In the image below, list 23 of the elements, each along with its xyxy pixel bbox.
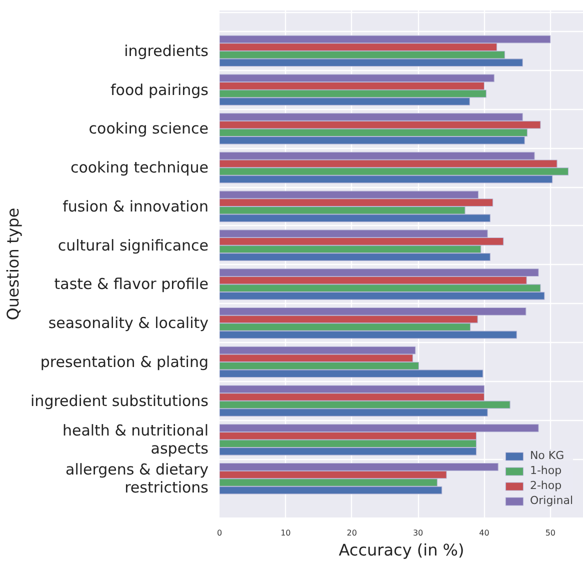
x-tick-label: 0 [216,528,222,538]
y-tick-label: ingredients [124,42,209,60]
y-tick-label: cooking science [88,120,209,138]
x-tick-label: 30 [412,528,424,538]
legend-label: 1-hop [530,464,562,477]
legend-label: 2-hop [530,479,562,492]
y-tick-label: presentation & plating [40,352,209,371]
y-tick-label: ingredient substitutions [30,392,209,410]
x-tick-label: 50 [545,528,556,538]
y-tick-label: cultural significance [58,236,209,254]
x-axis-title: Accuracy (in %) [338,540,464,560]
y-tick-label: seasonality & locality [48,314,209,332]
y-axis-title: Question type [4,208,23,320]
y-tick-label: cooking technique [70,158,208,177]
y-tick-label: food pairings [110,80,209,99]
legend-label: Original [530,494,573,507]
y-tick-label: taste & flavor profile [54,275,209,294]
x-tick-label: 20 [346,528,357,538]
y-tick-label: allergens & dietary restrictions [66,460,209,497]
y-tick-label: fusion & innovation [62,197,209,216]
x-tick-label: 40 [479,528,490,538]
x-tick-label: 10 [280,528,291,538]
legend-label: No KG [530,449,564,462]
